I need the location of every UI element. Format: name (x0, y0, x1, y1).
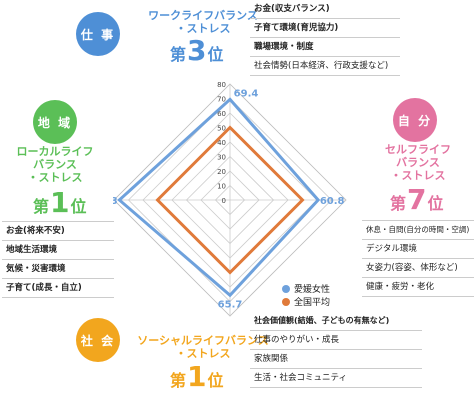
work-rank: 第3位 (170, 34, 224, 67)
rank-prefix: 第 (170, 371, 187, 390)
self-title-line: ・ストレス (390, 169, 446, 182)
rank-number: 1 (50, 186, 70, 219)
list-item: 社会情勢(日本経済、行政支援など) (250, 57, 400, 76)
legend-item: 全国平均 (282, 295, 330, 308)
rank-suffix: 位 (207, 45, 224, 64)
rank-number: 1 (187, 360, 207, 393)
list-item: 生活・社会コミュニティ (250, 369, 422, 388)
tick-label: 80 (217, 81, 226, 89)
list-item: お金(将来不安) (2, 221, 114, 241)
local-title-line: ・ストレス (27, 171, 83, 184)
list-item: 仕事のやりがい・成長 (250, 331, 422, 350)
tick-label: 50 (217, 125, 226, 133)
self-title: セルフライフ バランス ・ストレス (368, 143, 468, 182)
social-badge: 社 会 (76, 318, 120, 362)
value-label: 69.4 (234, 88, 259, 99)
list-item: 地域生活環境 (2, 241, 114, 260)
social-title: ソーシャルライフバランス ・ストレス (128, 334, 278, 360)
tick-label: 10 (217, 183, 226, 191)
rank-prefix: 第 (33, 197, 50, 216)
legend-label: 愛媛女性 (294, 285, 331, 295)
local-badge: 地 域 (33, 100, 77, 144)
list-item: 家族関係 (250, 350, 422, 369)
legend-swatch (282, 284, 290, 293)
local-title-line: ローカルライフ (16, 145, 94, 158)
social-rank: 第1位 (170, 360, 224, 393)
self-list: 休息・自問(自分の時間・空調) デジタル環境 女姿力(容姿、体形など) 健康・疲… (362, 220, 474, 297)
local-title: ローカルライフ バランス ・ストレス (5, 145, 105, 184)
rank-suffix: 位 (70, 197, 87, 216)
work-list: お金(収支バランス) 子育て環境(育児協力) 職場環境・制度 社会情勢(日本経済… (250, 0, 400, 76)
rank-suffix: 位 (427, 194, 444, 213)
rank-suffix: 位 (207, 371, 224, 390)
tick-label: 60 (217, 110, 226, 118)
rank-prefix: 第 (390, 194, 407, 213)
series-ehime-women (117, 97, 321, 298)
rank-number: 7 (407, 183, 427, 216)
rank-number: 3 (187, 34, 207, 67)
list-item: 休息・自問(自分の時間・空調) (362, 220, 474, 240)
work-title-line: ・ストレス (175, 22, 231, 35)
tick-label: 30 (217, 154, 226, 162)
value-label: 60.8 (320, 196, 345, 207)
social-badge-label: 社 会 (80, 333, 116, 348)
local-title-line: バランス (33, 158, 77, 171)
list-item: 子育て環境(育児協力) (250, 19, 400, 38)
legend-swatch (282, 297, 290, 306)
value-label: 65.7 (218, 299, 243, 310)
work-title-line: ワークライフバランス (148, 9, 258, 22)
list-item: お金(収支バランス) (250, 0, 400, 19)
list-item: 健康・疲労・老化 (362, 278, 474, 297)
work-badge-label: 仕 事 (80, 27, 116, 42)
local-list: お金(将来不安) 地域生活環境 気候・災害環境 子育て(成長・自立) (2, 221, 114, 298)
self-rank: 第7位 (390, 183, 444, 216)
local-badge-label: 地 域 (37, 115, 73, 130)
radar-chart: 0 10 20 30 40 50 60 70 80 69.4 60.8 65.7 76.3 (113, 81, 347, 317)
self-badge: 自 分 (393, 98, 437, 142)
rank-prefix: 第 (170, 45, 187, 64)
value-label: 76.3 (113, 196, 118, 207)
list-item: 女姿力(容姿、体形など) (362, 259, 474, 278)
list-item: 子育て(成長・自立) (2, 279, 114, 298)
list-item: 気候・災害環境 (2, 260, 114, 279)
local-rank: 第1位 (33, 186, 87, 219)
list-item: 職場環境・制度 (250, 38, 400, 57)
tick-label: 20 (217, 168, 226, 176)
tick-label: 0 (222, 197, 226, 205)
work-title: ワークライフバランス ・ストレス (128, 9, 278, 35)
work-badge: 仕 事 (76, 12, 120, 56)
legend-label: 全国平均 (294, 298, 331, 308)
social-list: 社会価値観(結婚、子どもの有無など) 仕事のやりがい・成長 家族関係 生活・社会… (250, 312, 422, 388)
social-title-line: ・ストレス (175, 347, 231, 360)
self-badge-label: 自 分 (397, 113, 433, 128)
social-title-line: ソーシャルライフバランス (137, 334, 269, 347)
legend-item: 愛媛女性 (282, 282, 330, 295)
tick-label: 40 (217, 139, 226, 147)
chart-legend: 愛媛女性 全国平均 (282, 282, 330, 308)
series-national-average (155, 125, 305, 275)
tick-label: 70 (217, 96, 226, 104)
list-item: 社会価値観(結婚、子どもの有無など) (250, 312, 422, 331)
self-title-line: セルフライフ (385, 143, 451, 156)
list-item: デジタル環境 (362, 240, 474, 259)
self-title-line: バランス (396, 156, 440, 169)
